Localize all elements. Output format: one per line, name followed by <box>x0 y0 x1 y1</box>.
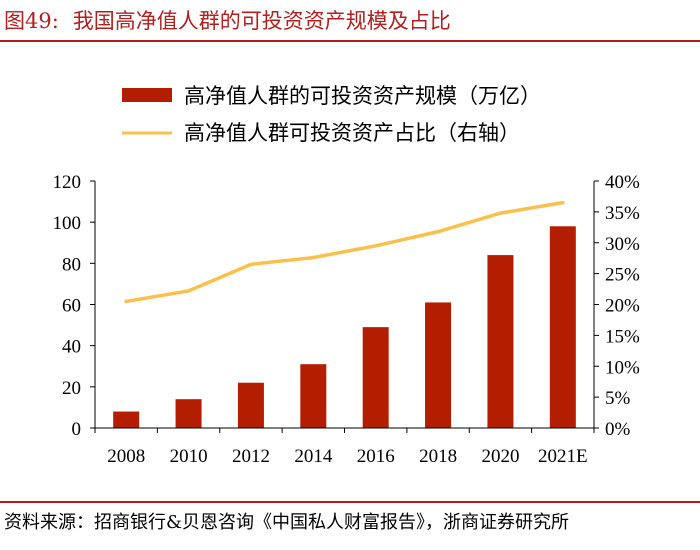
x-tick-label: 2010 <box>170 446 208 467</box>
chart: 高净值人群的可投资资产规模（万亿） 高净值人群可投资资产占比（右轴） 0 20 40… <box>53 84 641 467</box>
share-point-2020 <box>498 211 502 215</box>
y-right-tick-label: 10% <box>605 357 640 378</box>
share-point-2018 <box>436 230 440 234</box>
figure-title-text: 我国高净值人群的可投资资产规模及占比 <box>72 9 451 33</box>
y-left-tick-label: 60 <box>62 296 81 317</box>
y-right-tick-label: 30% <box>605 234 640 255</box>
legend: 高净值人群的可投资资产规模（万亿） 高净值人群可投资资产占比（右轴） <box>122 84 541 145</box>
figure-number: 图49: <box>4 9 59 33</box>
y-right-tick-label: 0% <box>605 419 631 440</box>
bar-2018 <box>425 302 452 428</box>
y-left-tick-label: 100 <box>53 213 82 234</box>
bar-2008 <box>113 411 140 428</box>
source-divider <box>0 501 700 503</box>
y-right-tick-label: 40% <box>605 172 640 193</box>
legend-line-label: 高净值人群可投资资产占比（右轴） <box>184 121 520 145</box>
x-tick-label: 2008 <box>107 446 145 467</box>
x-tick-label: 2021E <box>538 446 588 467</box>
legend-bar-swatch <box>122 88 172 102</box>
y-right-tick-label: 5% <box>605 388 631 409</box>
y-right-tick-label: 25% <box>605 265 640 286</box>
bar-2014 <box>300 364 327 428</box>
x-tick-label: 2012 <box>232 446 270 467</box>
legend-bar-label: 高净值人群的可投资资产规模（万亿） <box>184 84 541 108</box>
bar-2012 <box>237 382 264 428</box>
share-line <box>124 200 565 304</box>
y-right-tick-label: 15% <box>605 326 640 347</box>
x-tick-label: 2020 <box>481 446 519 467</box>
bar-2010 <box>175 399 202 428</box>
x-tick-label: 2016 <box>357 446 395 467</box>
x-tick-label: 2014 <box>294 446 333 467</box>
y-left-tick-label: 120 <box>53 172 82 193</box>
y-left-tick-label: 40 <box>62 337 81 358</box>
share-point-2014 <box>311 256 315 260</box>
source-note: 资料来源：招商银行&贝恩咨询《中国私人财富报告》，浙商证券研究所 <box>4 512 570 533</box>
y-left-tick-label: 20 <box>62 378 81 399</box>
bar-2020 <box>487 255 514 428</box>
figure-title: 图49: 我国高净值人群的可投资资产规模及占比 <box>4 2 451 40</box>
plot-area: 0 20 40 60 80 100 120 0% 5% 10% 15% 20% 25% 30% 35% 40%… <box>53 172 641 467</box>
share-point-2008 <box>124 299 128 303</box>
y-left-tick-label: 0 <box>72 419 82 440</box>
bar-2016 <box>362 327 389 428</box>
y-left-tick-label: 80 <box>62 254 81 275</box>
x-tick-label: 2018 <box>419 446 457 467</box>
share-point-2012 <box>249 262 253 266</box>
share-point-2010 <box>187 289 191 293</box>
share-point-2016 <box>374 244 378 248</box>
y-right-tick-label: 35% <box>605 203 640 224</box>
title-divider <box>0 40 700 42</box>
y-right-tick-label: 20% <box>605 296 640 317</box>
share-point-2021E <box>561 201 565 205</box>
bar-2021E <box>549 226 576 428</box>
